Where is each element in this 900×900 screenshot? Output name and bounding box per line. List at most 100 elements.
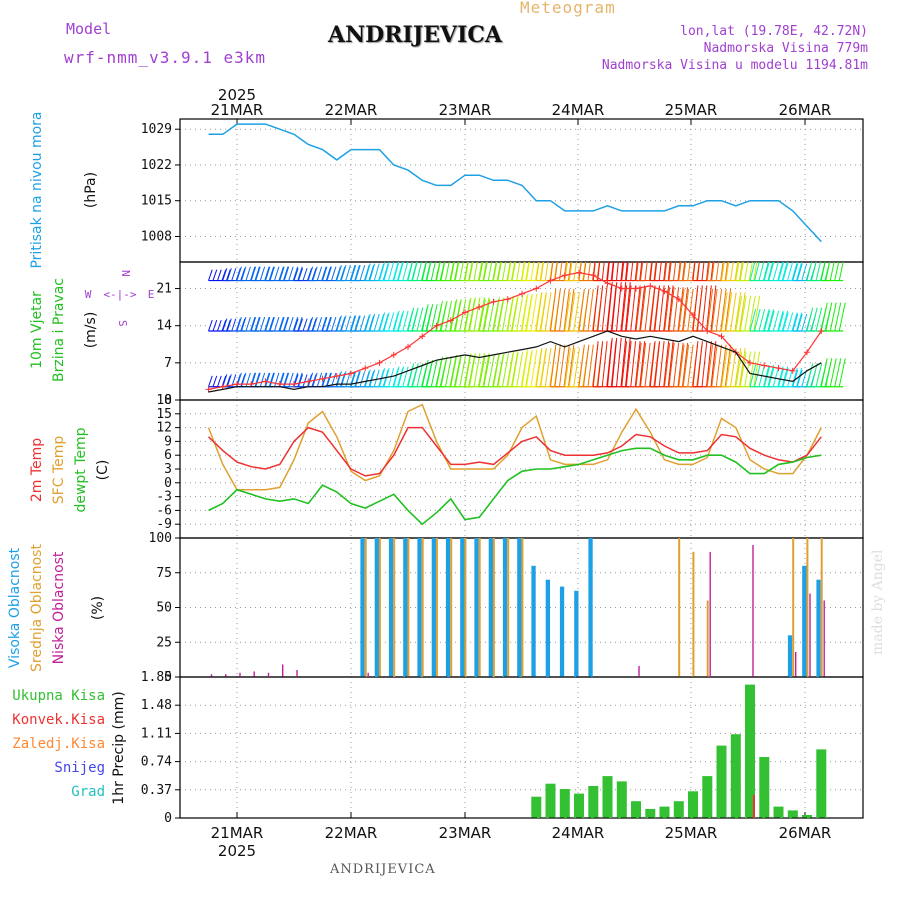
wind-barb <box>697 262 700 281</box>
wind-barb <box>311 318 317 332</box>
wind-barb <box>621 341 628 387</box>
wind-barb <box>801 369 808 387</box>
wind-barb <box>664 342 671 387</box>
wind-barb <box>801 263 808 281</box>
wind-barb <box>412 307 419 332</box>
wind-barb <box>250 266 257 281</box>
y-tick-label: 1.48 <box>141 698 172 713</box>
wind-barb <box>265 372 271 387</box>
pressure-label: Pritisak na nivou mora <box>29 111 45 268</box>
wind-barb <box>407 262 414 281</box>
wind-barb <box>635 342 642 387</box>
wind-barb <box>379 312 386 332</box>
wind-barb <box>621 285 628 332</box>
wind-barb <box>421 262 427 281</box>
wind-barb <box>412 262 418 281</box>
wind-barb <box>711 262 715 281</box>
wind-barb <box>274 372 280 387</box>
y-tick-label: 0 <box>164 393 172 408</box>
wind-barb <box>768 310 775 332</box>
wind-barb <box>307 318 313 332</box>
wind-barb <box>236 316 242 332</box>
wind-barb <box>644 262 648 281</box>
cloud-bar <box>464 538 467 677</box>
footer-station: ANDRIJEVICA <box>330 862 436 877</box>
wind-barb <box>550 288 557 332</box>
wind-barb <box>340 266 346 281</box>
wind-barb <box>259 316 266 332</box>
wind-barb <box>777 366 784 387</box>
wind-barb <box>748 295 756 332</box>
wind-barb <box>796 263 803 281</box>
wind-barb <box>208 269 213 281</box>
wind-barb <box>302 318 308 332</box>
wind-barb <box>283 266 290 281</box>
cloud-bar <box>421 538 424 677</box>
wind-barb <box>235 318 241 332</box>
wind-barb <box>288 316 294 332</box>
wind-barb <box>535 262 539 281</box>
y-tick-label: 9 <box>164 434 172 449</box>
wind-barb <box>426 304 434 332</box>
wind-barb <box>293 318 299 332</box>
wind-barb <box>573 262 577 281</box>
cloud-bar <box>545 579 550 677</box>
precip-conv-bar <box>753 795 755 818</box>
wind-barb <box>792 313 799 332</box>
wind-barb <box>715 262 720 281</box>
wind-barb <box>254 372 260 387</box>
wind-barb <box>549 262 553 281</box>
wind-barb <box>701 285 708 332</box>
wind-barb <box>597 262 601 281</box>
wind-barb <box>445 300 453 332</box>
wind-barb <box>634 262 638 281</box>
wind-barb <box>250 266 256 281</box>
wind-barb <box>721 262 725 281</box>
wind-barb <box>540 262 544 281</box>
wind-barb <box>667 341 674 387</box>
wind-barb <box>639 262 643 281</box>
cloud-bar <box>364 538 367 677</box>
wind-barb <box>293 268 299 281</box>
precip-bar <box>787 810 798 818</box>
wind-barb <box>307 268 313 281</box>
wind-barb <box>782 312 789 332</box>
wind-barb <box>725 348 733 387</box>
cloud-bar <box>393 538 396 677</box>
wind-barb <box>829 358 837 387</box>
wind-barb <box>706 341 712 387</box>
mid-cloud-label: Srednja Oblacnost <box>29 544 45 672</box>
cloud-bar <box>388 538 394 677</box>
wind-barb <box>653 262 657 281</box>
wind-barb <box>820 302 828 332</box>
wind-barb <box>687 262 691 281</box>
wind-barb <box>478 297 485 332</box>
wind-barb <box>478 354 486 387</box>
wind-barb <box>212 319 218 332</box>
cloud-bar <box>809 593 811 677</box>
wind-barb <box>421 304 429 332</box>
wind-barb <box>226 269 231 281</box>
model-label: Model <box>66 20 112 38</box>
cloud-bar <box>706 600 709 677</box>
wind-barb <box>825 262 831 281</box>
wind-barb <box>336 265 342 281</box>
wind-barb <box>502 297 509 332</box>
wind-barb <box>825 358 833 387</box>
chart-subtitle: Meteogram <box>520 0 616 17</box>
wind-barb <box>777 310 784 332</box>
wind-barb <box>355 265 361 281</box>
wind-barb <box>221 269 227 281</box>
wind-barb <box>701 341 708 387</box>
wind-barb <box>563 288 570 332</box>
wind-barb <box>297 316 303 332</box>
wind-barb <box>250 316 256 332</box>
wind-barb <box>782 262 789 281</box>
cloud-bar <box>403 538 408 677</box>
wind-barb <box>241 316 247 332</box>
wind-barb <box>753 262 758 281</box>
x-tick-label-top: 26MAR <box>779 101 832 119</box>
cloud-bar <box>239 672 241 677</box>
wind-barb <box>265 266 271 281</box>
wind-barb <box>279 316 285 332</box>
